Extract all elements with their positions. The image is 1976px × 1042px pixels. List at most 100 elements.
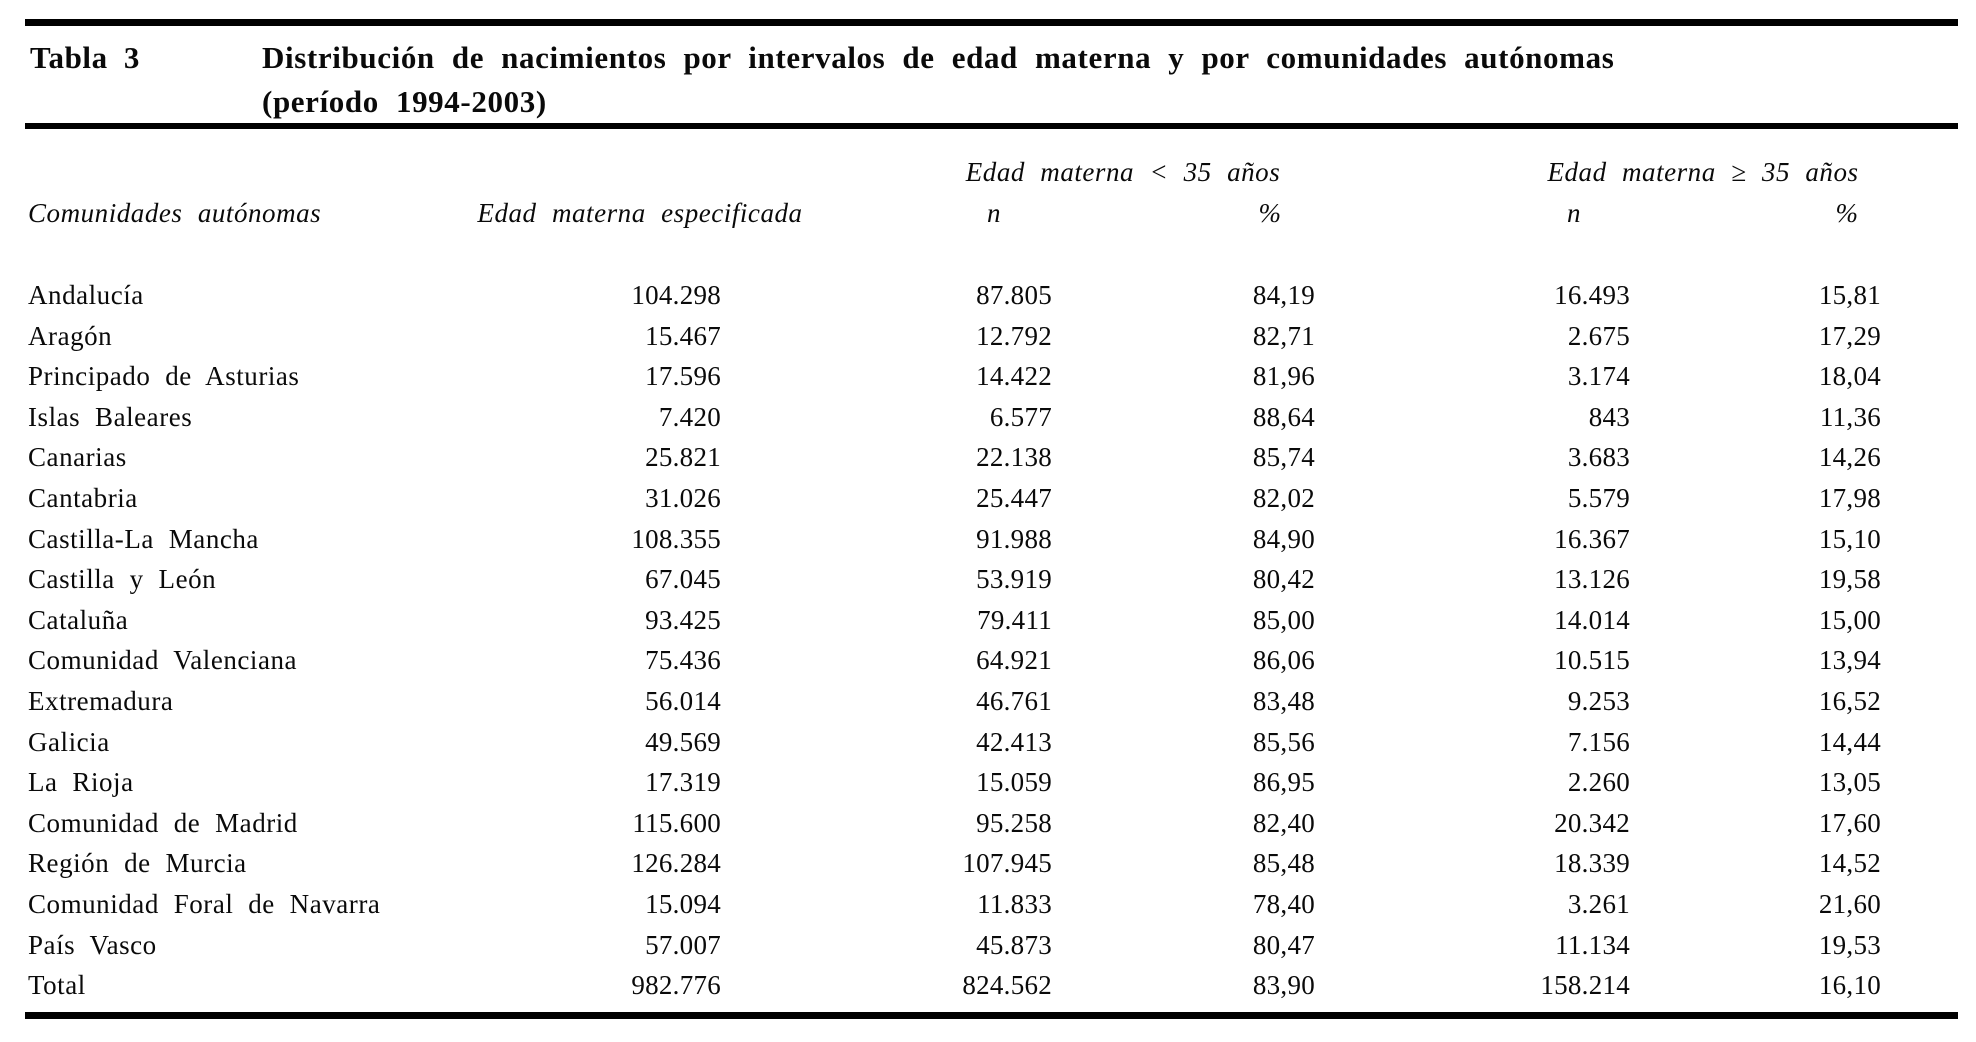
cell-n-lt35: 824.562 <box>962 970 1052 1001</box>
cell-n-lt35: 42.413 <box>976 726 1052 757</box>
cell-edad-especificada: 126.284 <box>631 848 721 879</box>
cell-edad-especificada: 104.298 <box>631 280 721 310</box>
cell-pct-ge35: 16,10 <box>1818 970 1881 1001</box>
table-row: País Vasco 57.007 45.873 80,47 11.134 19,53 <box>25 925 1958 966</box>
cell-n-ge35: 3.261 <box>1567 888 1630 919</box>
cell-n-lt35: 6.577 <box>989 401 1052 432</box>
cell-n-ge35: 2.260 <box>1567 767 1630 798</box>
cell-n-lt35: 25.447 <box>976 482 1052 513</box>
cell-pct-ge35: 16,52 <box>1818 685 1881 716</box>
table-row: Galicia 49.569 42.413 85,56 7.156 14,44 <box>25 722 1958 763</box>
cell-region: Principado de Asturias <box>28 361 300 392</box>
cell-pct-lt35: 78,40 <box>1252 888 1315 919</box>
cell-edad-especificada: 108.355 <box>631 523 721 554</box>
cell-pct-ge35: 18,04 <box>1818 361 1881 392</box>
cell-region: Comunidad de Madrid <box>28 807 298 838</box>
cell-edad-especificada: 31.026 <box>645 482 721 513</box>
cell-n-ge35: 18.339 <box>1554 848 1630 879</box>
cell-pct-lt35: 82,71 <box>1252 320 1315 351</box>
cell-n-ge35: 9.253 <box>1567 685 1630 716</box>
table-number-label: Tabla 3 <box>30 40 141 75</box>
cell-edad-especificada: 15.467 <box>645 320 721 351</box>
cell-n-ge35: 3.174 <box>1567 361 1630 392</box>
cell-region: Castilla-La Mancha <box>28 523 259 554</box>
cell-region: Cantabria <box>28 482 138 513</box>
cell-n-lt35: 95.258 <box>976 807 1052 838</box>
cell-pct-lt35: 88,64 <box>1252 401 1315 432</box>
cell-n-lt35: 79.411 <box>977 604 1052 635</box>
cell-pct-lt35: 81,96 <box>1252 361 1315 392</box>
cell-pct-ge35: 14,26 <box>1818 442 1881 473</box>
cell-pct-lt35: 86,95 <box>1252 767 1315 798</box>
cell-edad-especificada: 15.094 <box>645 888 721 919</box>
cell-n-lt35: 22.138 <box>976 442 1052 473</box>
col-header-pct-lt35: % <box>1258 198 1282 228</box>
top-rule <box>25 19 1958 26</box>
col-header-n-ge35: n <box>1566 198 1582 228</box>
cell-pct-ge35: 15,00 <box>1818 604 1881 635</box>
table-row: Andalucía 104.298 87.805 84,19 16.493 15,81 <box>25 275 1958 316</box>
cell-n-lt35: 53.919 <box>976 564 1052 595</box>
cell-pct-lt35: 85,00 <box>1252 604 1315 635</box>
cell-region: País Vasco <box>28 929 157 960</box>
cell-n-ge35: 16.367 <box>1554 523 1630 554</box>
cell-region: Aragón <box>28 320 113 351</box>
cell-edad-especificada: 982.776 <box>631 970 721 1001</box>
cell-region: Islas Baleares <box>28 401 193 432</box>
cell-n-ge35: 158.214 <box>1540 970 1630 1001</box>
table-row: La Rioja 17.319 15.059 86,95 2.260 13,05 <box>25 762 1958 803</box>
cell-region: Canarias <box>28 442 127 473</box>
cell-pct-lt35: 82,40 <box>1252 807 1315 838</box>
cell-edad-especificada: 7.420 <box>658 401 721 432</box>
cell-edad-especificada: 75.436 <box>645 645 721 676</box>
cell-n-lt35: 46.761 <box>976 685 1052 716</box>
col-header-edad-especificada: Edad materna especificada <box>477 198 803 228</box>
cell-pct-lt35: 80,42 <box>1252 564 1315 595</box>
bottom-rule <box>25 1012 1958 1019</box>
table-row: Región de Murcia 126.284 107.945 85,48 18.33… <box>25 843 1958 884</box>
cell-pct-lt35: 83,90 <box>1252 970 1315 1001</box>
cell-region: Andalucía <box>28 280 144 310</box>
cell-n-ge35: 20.342 <box>1554 807 1630 838</box>
cell-n-lt35: 12.792 <box>976 320 1052 351</box>
table-row: Castilla-La Mancha 108.355 91.988 84,90 16.3… <box>25 519 1958 560</box>
cell-edad-especificada: 17.596 <box>645 361 721 392</box>
cell-n-lt35: 64.921 <box>976 645 1052 676</box>
cell-pct-ge35: 21,60 <box>1818 888 1881 919</box>
cell-n-ge35: 13.126 <box>1554 564 1630 595</box>
cell-edad-especificada: 67.045 <box>645 564 721 595</box>
cell-region: Castilla y León <box>28 564 217 595</box>
cell-pct-ge35: 19,58 <box>1818 564 1881 595</box>
cell-n-lt35: 45.873 <box>976 929 1052 960</box>
table-title-line1: Distribución de nacimientos por interval… <box>262 40 1615 75</box>
cell-n-ge35: 11.134 <box>1555 929 1630 960</box>
cell-region: Comunidad Valenciana <box>28 645 298 676</box>
cell-n-ge35: 3.683 <box>1567 442 1630 473</box>
table-row: Extremadura 56.014 46.761 83,48 9.253 16,52 <box>25 681 1958 722</box>
cell-region: Cataluña <box>28 604 129 635</box>
table-row: Principado de Asturias 17.596 14.422 81,96 3… <box>25 356 1958 397</box>
group-header-ge35: Edad materna ≥ 35 años <box>1547 157 1859 187</box>
cell-pct-ge35: 17,98 <box>1818 482 1881 513</box>
cell-pct-ge35: 15,10 <box>1818 523 1881 554</box>
table-title: Distribución de nacimientos por interval… <box>262 36 1916 124</box>
table-row: Comunidad Foral de Navarra 15.094 11.833 78… <box>25 884 1958 925</box>
cell-pct-ge35: 14,52 <box>1818 848 1881 879</box>
cell-pct-lt35: 85,56 <box>1252 726 1315 757</box>
table-row: Comunidad Valenciana 75.436 64.921 86,06 10.… <box>25 640 1958 681</box>
col-header-pct-ge35: % <box>1835 198 1859 228</box>
cell-n-ge35: 10.515 <box>1554 645 1630 676</box>
group-header-lt35: Edad materna < 35 años <box>965 157 1281 187</box>
cell-pct-lt35: 83,48 <box>1252 685 1315 716</box>
cell-pct-lt35: 86,06 <box>1252 645 1315 676</box>
cell-pct-lt35: 80,47 <box>1252 929 1315 960</box>
cell-edad-especificada: 25.821 <box>645 442 721 473</box>
cell-pct-ge35: 17,60 <box>1818 807 1881 838</box>
header-rule <box>25 123 1958 129</box>
table-row: Canarias 25.821 22.138 85,74 3.683 14,26 <box>25 437 1958 478</box>
cell-n-ge35: 5.579 <box>1567 482 1630 513</box>
cell-n-ge35: 2.675 <box>1567 320 1630 351</box>
cell-region: La Rioja <box>28 767 134 798</box>
table-title-line2: (período 1994-2003) <box>262 84 547 119</box>
